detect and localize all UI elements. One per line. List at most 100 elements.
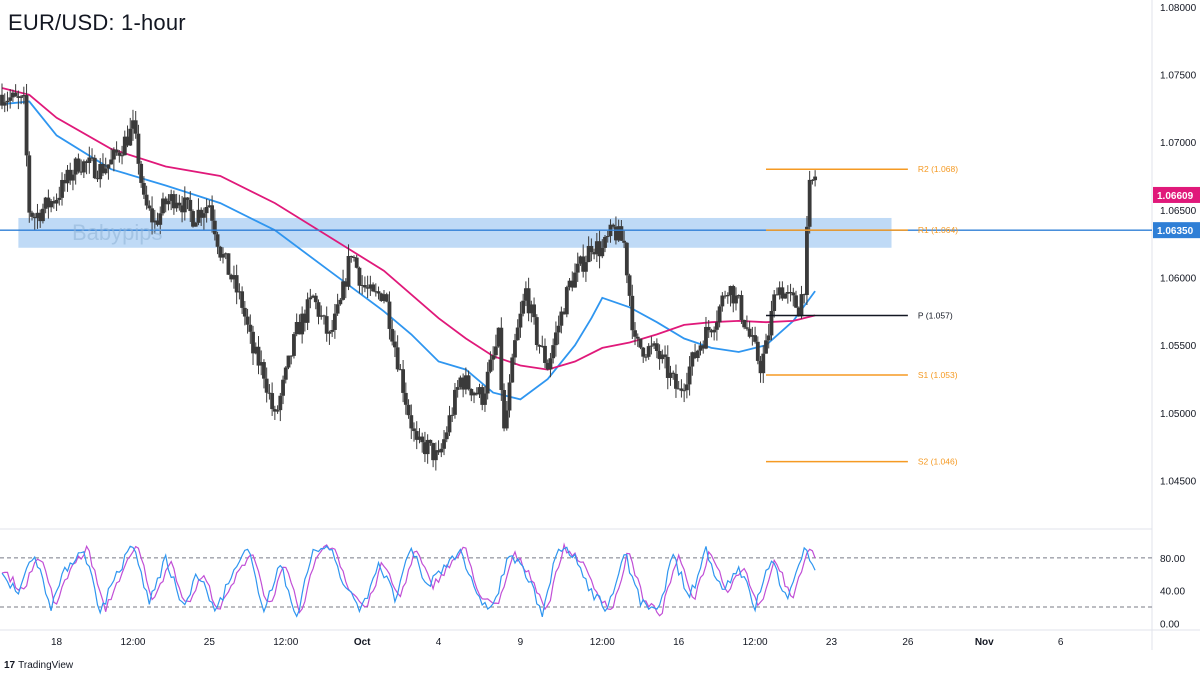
time-tick-label: 6 [1058, 637, 1064, 648]
candle-body [744, 327, 749, 329]
candle-body [101, 164, 105, 174]
level-price-tag [1153, 222, 1200, 239]
candle-body [117, 152, 122, 156]
candle-body [633, 330, 637, 337]
candle-body [11, 92, 15, 98]
candle-body [300, 313, 305, 335]
stoch-tick-label: 40.00 [1160, 587, 1185, 598]
candle-body [406, 404, 411, 416]
candle-body [120, 155, 124, 157]
tradingview-logo[interactable]: 17 TradingView [4, 660, 73, 671]
candle-body [114, 149, 119, 153]
price-tick-label: 1.07000 [1160, 138, 1197, 149]
candle-body [573, 272, 577, 288]
candle-body [352, 256, 356, 258]
candle-body [308, 297, 313, 300]
pivot-label-3: S1 (1.053) [918, 370, 958, 380]
price-tick-label: 1.06500 [1160, 206, 1197, 217]
candle-body [373, 291, 378, 293]
candle-body [532, 304, 536, 318]
candle-body [723, 295, 727, 297]
candle-body [704, 326, 708, 349]
candle-body [202, 213, 206, 218]
candle-body [622, 240, 627, 243]
candle-body [212, 220, 217, 235]
candle-body [343, 281, 348, 287]
candle-body [603, 236, 607, 248]
last-price-label: 1.06609 [1157, 191, 1194, 202]
price-axis: 1.08000 1.07500 1.07000 1.06500 1.06000 1.055… [1153, 3, 1200, 488]
candle-body [684, 384, 689, 391]
time-tick-label: 18 [51, 637, 63, 648]
candle-body [433, 450, 438, 461]
candle-body [780, 287, 785, 299]
candle-body [229, 274, 234, 280]
candle-body [62, 179, 67, 184]
grid [0, 0, 1200, 650]
candle-body [382, 294, 386, 301]
candle-body [540, 345, 545, 347]
candle-body [728, 286, 733, 295]
candle-body [742, 319, 747, 328]
candle-body [122, 136, 127, 156]
candle-body [813, 176, 818, 181]
candle-body [635, 336, 640, 339]
candle-body [109, 159, 114, 165]
candle-body [769, 310, 774, 336]
candle-body [248, 324, 253, 332]
candle-body [87, 157, 92, 163]
candle-body [682, 390, 687, 392]
candle-body [136, 133, 141, 164]
candle-body [668, 372, 673, 378]
candle-body [725, 294, 730, 297]
candle-body [693, 352, 697, 359]
chart-title: EUR/USD: 1-hour [8, 10, 186, 35]
candle-body [747, 328, 752, 337]
candle-body [764, 340, 768, 354]
candle-body [188, 199, 193, 212]
candle-body [750, 335, 755, 337]
candle-body [690, 352, 695, 367]
candle-body [240, 291, 245, 308]
candle-body [592, 252, 597, 255]
candle-body [712, 329, 717, 333]
candle-body [412, 428, 416, 432]
candle-body [526, 288, 531, 314]
candle-body [204, 207, 209, 214]
candle-body [548, 358, 553, 370]
stoch-tick-label: 80.00 [1160, 554, 1185, 565]
stochastic-panel: 80.00 40.00 0.00 [0, 542, 1185, 630]
candle-body [161, 198, 165, 214]
candle-body [521, 300, 526, 314]
candle-body [316, 302, 321, 317]
candle-body [614, 226, 618, 241]
candle-body [423, 442, 427, 455]
candle-body [128, 128, 133, 146]
candle-body [766, 335, 771, 341]
candle-body [485, 371, 490, 394]
candle-body [586, 245, 591, 263]
candle-body [695, 350, 700, 359]
candle-body [649, 345, 654, 347]
candle-body [450, 414, 455, 416]
candle-body [660, 354, 665, 360]
candle-body [103, 168, 108, 174]
candle-body [657, 350, 662, 360]
candle-body [597, 241, 602, 257]
price-tick-label: 1.07500 [1160, 70, 1197, 81]
candle-body [335, 304, 340, 314]
candle-body [349, 255, 354, 257]
candle-body [493, 346, 498, 356]
watermark: Babypips [72, 220, 163, 245]
candle-body [245, 316, 250, 325]
candle-body [477, 387, 482, 395]
candle-body [717, 306, 722, 323]
candle-body [409, 415, 414, 429]
candle-body [92, 157, 97, 179]
candle-body [8, 97, 13, 101]
time-tick-label: 12:00 [743, 637, 768, 648]
candle-body [171, 194, 176, 209]
candle-body [41, 208, 45, 222]
